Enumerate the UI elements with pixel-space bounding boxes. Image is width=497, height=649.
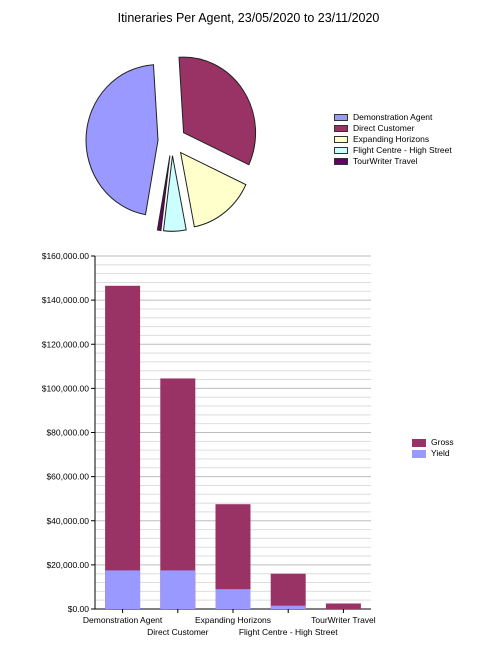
bar-yield-expanding-horizons <box>215 589 251 609</box>
legend-swatch <box>412 449 426 458</box>
y-tick-label: $160,000.00 <box>42 251 90 261</box>
legend-item-direct-customer: Direct Customer <box>334 123 452 134</box>
legend-item-gross: Gross <box>412 437 454 448</box>
pie-slice-flight-centre-high-street <box>162 155 187 232</box>
y-tick-label: $120,000.00 <box>42 339 90 349</box>
x-tick-label: Expanding Horizons <box>195 615 271 625</box>
pie-slice-expanding-horizons <box>179 151 247 228</box>
legend-swatch <box>334 158 348 165</box>
bar-gross-tourwriter-travel <box>325 603 361 609</box>
legend-swatch <box>334 114 348 121</box>
legend-item-tourwriter-travel: TourWriter Travel <box>334 156 452 167</box>
y-tick-label: $40,000.00 <box>46 516 89 526</box>
bar-gross-flight-centre-high-street <box>270 573 306 609</box>
legend-item-expanding-horizons: Expanding Horizons <box>334 134 452 145</box>
pie-slice-direct-customer <box>178 56 257 166</box>
legend-swatch <box>412 438 426 447</box>
y-tick-label: $140,000.00 <box>42 295 90 305</box>
legend-item-demonstration-agent: Demonstration Agent <box>334 112 452 123</box>
y-tick-label: $80,000.00 <box>46 428 89 438</box>
pie-legend: Demonstration Agent Direct Customer Expand… <box>334 112 452 167</box>
chart-title: Itineraries Per Agent, 23/05/2020 to 23/… <box>117 11 380 25</box>
legend-swatch <box>334 125 348 132</box>
x-tick-label: Direct Customer <box>147 627 209 637</box>
bar-yield-direct-customer <box>160 570 196 609</box>
legend-label: Gross <box>431 437 454 447</box>
legend-label: Direct Customer <box>353 123 415 133</box>
pie-slice-demonstration-agent <box>85 64 159 216</box>
bar-yield-flight-centre-high-street <box>270 605 306 609</box>
legend-item-flight-centre-high-street: Flight Centre - High Street <box>334 145 452 156</box>
legend-swatch <box>334 136 348 143</box>
bar-chart: $0.00 $20,000.00 $40,000.00 $60,000.00 $80,0… <box>42 251 376 637</box>
y-tick-label: $60,000.00 <box>46 472 89 482</box>
legend-swatch <box>334 147 348 154</box>
y-tick-label: $20,000.00 <box>46 560 89 570</box>
y-tick-label: $100,000.00 <box>42 383 90 393</box>
x-tick-label: TourWriter Travel <box>311 615 376 625</box>
legend-label: Expanding Horizons <box>353 134 430 144</box>
pie-chart <box>85 56 257 232</box>
x-tick-label: Demonstration Agent <box>83 615 163 625</box>
legend-label: Flight Centre - High Street <box>353 145 452 155</box>
bar-yield-demonstration-agent <box>105 570 141 609</box>
pie-slice-tourwriter-travel <box>156 155 171 232</box>
x-tick-label: Flight Centre - High Street <box>239 627 338 637</box>
bar-legend: Gross Yield <box>412 437 454 459</box>
legend-label: TourWriter Travel <box>353 156 418 166</box>
bar-gross-demonstration-agent <box>105 285 141 609</box>
legend-label: Yield <box>431 448 450 458</box>
legend-label: Demonstration Agent <box>353 112 433 122</box>
y-tick-label: $0.00 <box>68 604 90 614</box>
legend-item-yield: Yield <box>412 448 454 459</box>
